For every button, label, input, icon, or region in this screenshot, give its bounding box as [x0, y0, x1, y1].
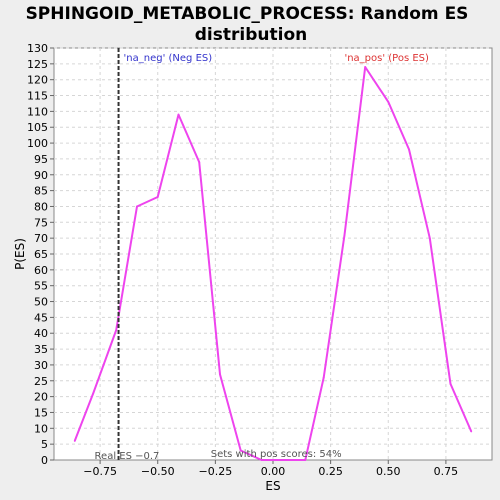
y-tick-label: 85 [34, 185, 48, 198]
y-tick-label: 10 [34, 422, 48, 435]
series-layer [73, 66, 473, 461]
real-es-label: Real ES −0.7 [95, 451, 160, 462]
y-tick-label: 105 [27, 121, 48, 134]
x-tick-label: 0.25 [318, 465, 343, 478]
y-tick-label: 20 [34, 391, 48, 404]
y-tick-label: 120 [27, 74, 48, 87]
y-tick-label: 30 [34, 359, 48, 372]
data-point [156, 196, 159, 198]
chart-title-line2: distribution [195, 25, 307, 45]
y-tick-label: 125 [27, 58, 48, 71]
y-tick-label: 95 [34, 153, 48, 166]
y-tick-label: 25 [34, 375, 48, 388]
x-tick-label: 0.50 [376, 465, 401, 478]
data-point [136, 205, 138, 208]
data-point [177, 113, 180, 116]
grid-layer [54, 47, 492, 460]
data-point [387, 100, 390, 103]
y-tick-label: 100 [27, 137, 48, 150]
data-point [239, 449, 242, 452]
data-point [322, 376, 325, 379]
y-tick-label: 5 [41, 438, 48, 451]
data-point [260, 459, 263, 461]
data-point [115, 329, 118, 331]
y-tick-label: 115 [27, 90, 48, 103]
y-tick-label: 110 [27, 105, 48, 118]
y-tick-label: 40 [34, 327, 48, 340]
x-tick-label: −0.25 [199, 465, 233, 478]
pos-label: 'na_pos' (Pos ES) [344, 53, 429, 64]
data-point [283, 459, 286, 461]
y-tick-label: 90 [34, 169, 48, 182]
data-point [343, 234, 346, 236]
y-tick-label: 80 [34, 200, 48, 213]
y-tick-label: 130 [27, 42, 48, 55]
y-tick-label: 15 [34, 406, 48, 419]
series-line [73, 66, 473, 461]
pos-fraction-label: Sets with pos scores: 54% [211, 449, 342, 460]
data-point [73, 440, 76, 442]
x-tick-label: −0.50 [141, 465, 175, 478]
x-tick-label: −0.75 [83, 465, 117, 478]
y-axis-label: P(ES) [13, 238, 27, 270]
x-axis: −0.75 −0.50 −0.25 0.00 0.25 0.50 0.75 [83, 460, 458, 478]
y-tick-label: 35 [34, 343, 48, 356]
chart-title-line1: SPHINGOID_METABOLIC_PROCESS: Random ES [26, 4, 469, 24]
data-point [428, 237, 431, 240]
y-tick-label: 60 [34, 264, 48, 277]
y-tick-label: 75 [34, 216, 48, 229]
y-tick-label: 55 [34, 280, 48, 293]
data-point [449, 383, 452, 385]
data-point [364, 66, 367, 68]
x-tick-label: 0.00 [261, 465, 286, 478]
y-tick-label: 0 [41, 454, 48, 467]
y-axis: 0 5 10 15 20 25 30 35 40 45 50 55 60 65 70 75 80 85 90 95 10… [27, 42, 54, 467]
data-point [92, 392, 95, 395]
data-point [304, 459, 307, 461]
y-tick-label: 65 [34, 248, 48, 261]
x-axis-label: ES [265, 479, 280, 493]
neg-label: 'na_neg' (Neg ES) [124, 53, 213, 64]
y-tick-label: 70 [34, 232, 48, 245]
x-tick-label: 0.75 [434, 465, 459, 478]
y-tick-label: 45 [34, 311, 48, 324]
data-point [219, 373, 221, 376]
y-tick-label: 50 [34, 296, 48, 309]
data-point [470, 430, 473, 433]
data-point [408, 148, 410, 151]
data-point [198, 161, 201, 163]
